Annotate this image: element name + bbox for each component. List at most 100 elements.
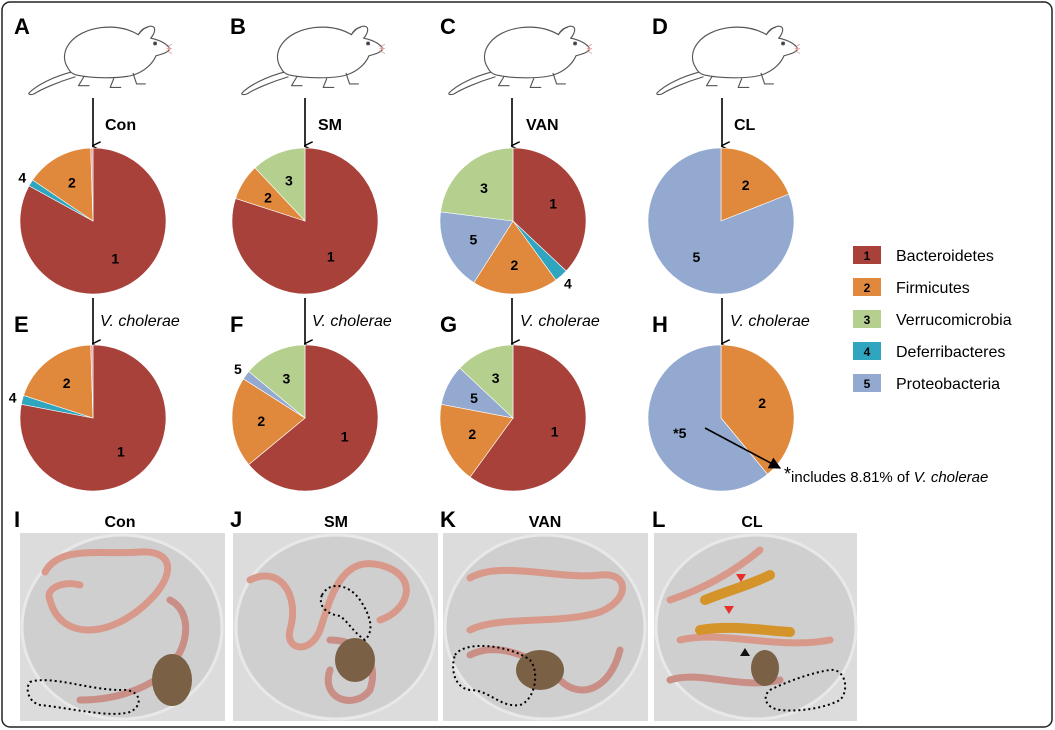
photo-panel-K: K VAN — [440, 507, 648, 721]
pie-slice — [248, 344, 379, 492]
pie-slice-label: 2 — [510, 257, 518, 273]
pie-slice — [720, 147, 790, 222]
pie-slice-label: 5 — [692, 249, 700, 265]
panel-letter-K: K — [440, 507, 456, 532]
pie-slice-label: 2 — [468, 426, 476, 442]
pie-slice — [23, 344, 94, 419]
legend-swatch-4 — [853, 342, 881, 360]
pie-slice-label: 3 — [285, 172, 293, 188]
panel-B-header: B SM — [230, 14, 385, 146]
panel-E-header: E V. cholerae — [14, 298, 180, 344]
footnote-star: * — [784, 464, 791, 484]
panel-letter-L: L — [652, 507, 665, 532]
panel-letter-B: B — [230, 14, 246, 39]
pie-slice — [512, 147, 587, 272]
mouse-icon — [448, 25, 592, 96]
pie-slice-label: 5 — [469, 232, 477, 248]
pie-slice-label: 4 — [9, 389, 17, 405]
treatment-label: Con — [105, 117, 136, 134]
panel-F-header: F V. cholerae — [230, 298, 392, 344]
pie-slice — [439, 403, 514, 478]
infection-label: V. cholerae — [730, 313, 810, 330]
photo-panel-I: I Con — [14, 507, 225, 721]
ileum-outline — [319, 585, 372, 642]
pie-slice-label: 1 — [341, 429, 349, 445]
infection-label: V. cholerae — [520, 313, 600, 330]
panel-G-header: G V. cholerae — [440, 298, 600, 344]
treatment-label: VAN — [526, 117, 559, 134]
treatment-label: SM — [318, 117, 342, 134]
pie-slice — [90, 344, 94, 419]
footnote-arrow — [704, 427, 782, 469]
cecum — [516, 650, 564, 690]
pie-slice-label: 2 — [758, 395, 766, 411]
pie-slice-label: 3 — [282, 370, 290, 386]
legend-label: Firmicutes — [896, 280, 970, 297]
photo-title: VAN — [529, 514, 562, 531]
pie-slice — [459, 344, 514, 419]
legend-item-3: 3 Verrucomicrobia — [853, 310, 1012, 329]
footnote-italic: V. cholerae — [914, 469, 989, 486]
legend-num: 4 — [864, 345, 871, 359]
legend-swatch-3 — [853, 310, 881, 328]
mouse-icon — [241, 25, 385, 96]
cecum — [335, 638, 375, 682]
pie-slice — [254, 147, 306, 222]
pie-slice — [231, 378, 306, 465]
pie-slice — [248, 344, 306, 419]
pie-slice — [720, 344, 795, 475]
panel-A-header: A Con — [14, 14, 172, 146]
ileum-outline — [26, 679, 140, 715]
legend-swatch-5 — [853, 374, 881, 392]
small-intestine — [246, 560, 410, 651]
legend-num: 3 — [864, 313, 871, 327]
pie-slice-label: 5 — [470, 390, 478, 406]
petri-dish — [234, 533, 438, 721]
pie-slice — [473, 220, 557, 295]
small-intestine — [466, 566, 626, 634]
legend-item-1: 1 Bacteroidetes — [853, 246, 994, 265]
panel-D-header: D CL — [652, 14, 800, 146]
pie-slice-label: 1 — [327, 248, 335, 264]
mouse-icon — [656, 25, 800, 96]
panel-letter-H: H — [652, 312, 668, 337]
pie-slice-label: 2 — [63, 375, 71, 391]
treatment-label: CL — [734, 117, 756, 134]
legend-label: Deferribacteres — [896, 344, 1005, 361]
panel-letter-C: C — [440, 14, 456, 39]
fluid-filled-intestine — [695, 570, 795, 637]
legend-num: 5 — [864, 377, 871, 391]
photo-panel-J: J SM — [230, 507, 438, 721]
legend-item-4: 4 Deferribacteres — [853, 342, 1005, 361]
legend-swatch-1 — [853, 246, 881, 264]
legend-swatch-2 — [853, 278, 881, 296]
pie-slice — [90, 147, 94, 222]
cecum — [152, 654, 192, 706]
pie-slice-label: 2 — [264, 190, 272, 206]
panel-letter-G: G — [440, 312, 457, 337]
legend-item-2: 2 Firmicutes — [853, 278, 970, 297]
red-arrowhead-marker — [724, 606, 734, 614]
petri-dish — [443, 533, 647, 721]
pie-chart-A: 1 4 2 — [18, 147, 167, 295]
pie-slice — [32, 147, 94, 222]
pie-slice — [647, 344, 768, 492]
pie-chart-H: 2 *5 — [647, 344, 795, 492]
pie-slice — [440, 147, 514, 222]
small-intestine — [666, 546, 834, 647]
pie-slice-label: 3 — [480, 180, 488, 196]
panel-letter-E: E — [14, 312, 29, 337]
pie-slice — [19, 147, 167, 295]
pie-slice — [439, 211, 514, 284]
pie-chart-G: 1 2 53 — [439, 344, 587, 492]
panel-letter-J: J — [230, 507, 242, 532]
photo-title: SM — [324, 514, 348, 531]
legend-item-5: 5 Proteobacteria — [853, 374, 1000, 393]
panel-letter-D: D — [652, 14, 668, 39]
footnote-text: includes 8.81% of — [791, 469, 914, 486]
panel-H-header: H V. cholerae — [652, 298, 810, 344]
pie-chart-C: 1 4 2 5 3 — [439, 147, 587, 295]
panel-letter-I: I — [14, 507, 20, 532]
